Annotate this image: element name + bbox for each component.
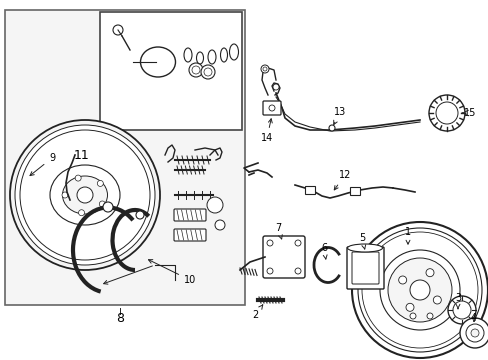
- Text: 4: 4: [470, 313, 476, 323]
- Circle shape: [266, 268, 272, 274]
- Circle shape: [435, 102, 457, 124]
- Text: 12: 12: [334, 170, 350, 190]
- Bar: [100, 12, 242, 130]
- FancyBboxPatch shape: [263, 236, 305, 278]
- Text: 5: 5: [358, 233, 365, 249]
- Circle shape: [10, 120, 160, 270]
- Circle shape: [357, 228, 481, 352]
- Circle shape: [470, 329, 478, 337]
- Circle shape: [379, 250, 459, 330]
- Circle shape: [103, 202, 113, 212]
- Ellipse shape: [50, 165, 120, 225]
- Circle shape: [425, 269, 433, 277]
- Circle shape: [351, 222, 487, 358]
- FancyBboxPatch shape: [174, 209, 205, 221]
- Ellipse shape: [207, 50, 216, 64]
- FancyBboxPatch shape: [346, 247, 383, 289]
- Circle shape: [62, 192, 68, 198]
- Bar: [349, 187, 359, 195]
- Circle shape: [447, 296, 475, 324]
- Ellipse shape: [347, 244, 382, 252]
- Text: 8: 8: [116, 311, 124, 324]
- Circle shape: [405, 303, 413, 311]
- Circle shape: [465, 324, 483, 342]
- Ellipse shape: [140, 47, 175, 77]
- Circle shape: [206, 197, 223, 213]
- Circle shape: [398, 276, 406, 284]
- Circle shape: [426, 313, 432, 319]
- Circle shape: [428, 95, 464, 131]
- Circle shape: [189, 63, 203, 77]
- Circle shape: [459, 318, 488, 348]
- Circle shape: [215, 220, 224, 230]
- Circle shape: [263, 67, 266, 71]
- Circle shape: [97, 180, 103, 186]
- Circle shape: [361, 232, 477, 348]
- Circle shape: [294, 240, 301, 246]
- Circle shape: [452, 301, 470, 319]
- Ellipse shape: [62, 176, 107, 214]
- Circle shape: [77, 187, 93, 203]
- Circle shape: [387, 258, 451, 322]
- Circle shape: [192, 66, 200, 74]
- Circle shape: [272, 84, 279, 90]
- Circle shape: [99, 201, 105, 207]
- Ellipse shape: [229, 44, 238, 60]
- FancyBboxPatch shape: [174, 229, 205, 241]
- FancyBboxPatch shape: [351, 252, 378, 284]
- Text: 6: 6: [320, 243, 326, 259]
- Circle shape: [136, 211, 143, 219]
- Circle shape: [20, 130, 150, 260]
- Ellipse shape: [220, 48, 227, 62]
- Circle shape: [432, 296, 440, 304]
- Circle shape: [266, 240, 272, 246]
- Text: 10: 10: [148, 260, 196, 285]
- Circle shape: [409, 313, 415, 319]
- Circle shape: [79, 210, 84, 216]
- Text: 1: 1: [404, 227, 410, 244]
- Text: 11: 11: [74, 149, 90, 162]
- Text: 15: 15: [463, 108, 475, 118]
- Circle shape: [75, 175, 81, 181]
- Text: 14: 14: [260, 119, 273, 143]
- Bar: [305, 186, 314, 194]
- Circle shape: [268, 105, 274, 111]
- Circle shape: [201, 65, 215, 79]
- FancyBboxPatch shape: [263, 101, 281, 115]
- Text: 7: 7: [274, 223, 282, 239]
- Circle shape: [409, 280, 429, 300]
- Ellipse shape: [196, 52, 203, 64]
- Circle shape: [113, 25, 123, 35]
- Circle shape: [203, 68, 212, 76]
- Text: 13: 13: [333, 107, 346, 125]
- Circle shape: [261, 65, 268, 73]
- Circle shape: [294, 268, 301, 274]
- Text: 9: 9: [30, 153, 55, 176]
- Circle shape: [15, 125, 155, 265]
- Text: 2: 2: [251, 305, 262, 320]
- Circle shape: [328, 125, 334, 131]
- Text: 3: 3: [454, 293, 460, 309]
- Ellipse shape: [183, 48, 192, 62]
- Bar: [5, 10, 244, 305]
